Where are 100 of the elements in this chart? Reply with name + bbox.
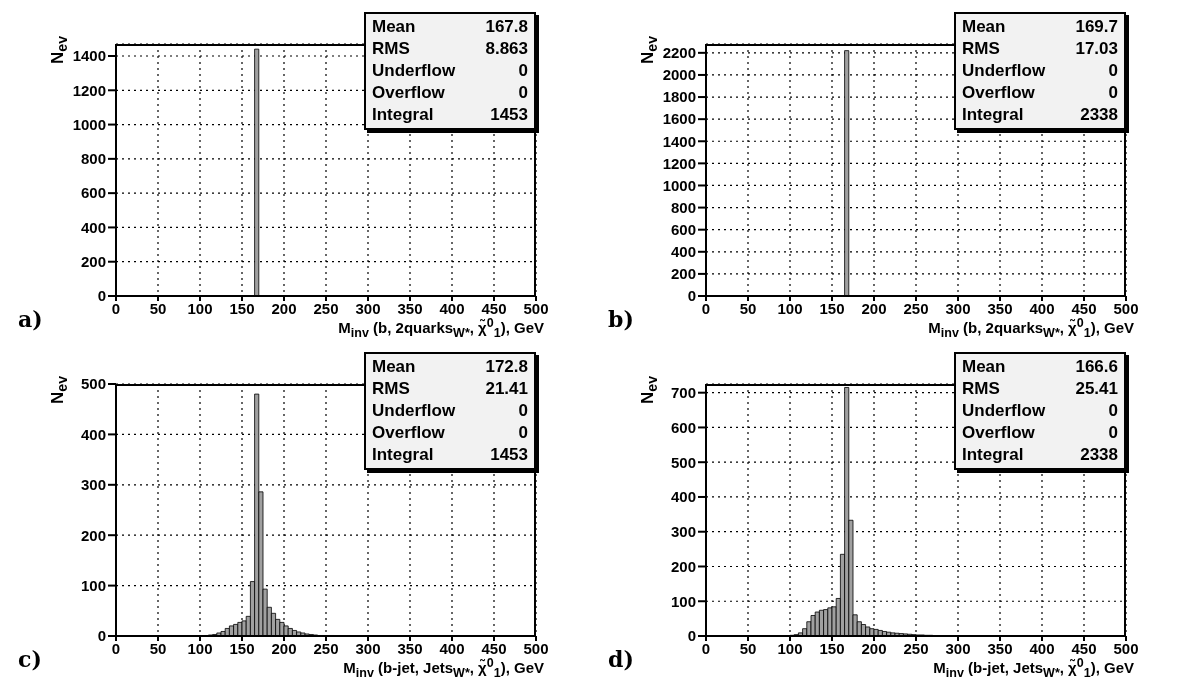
x-tick-label: 100: [777, 639, 803, 657]
x-tick-label: 400: [439, 639, 465, 657]
y-tick-label: 1000: [662, 176, 696, 194]
x-tick-label: 50: [149, 299, 167, 317]
x-tick-label: 0: [701, 639, 711, 657]
y-tick-label: 600: [670, 418, 696, 436]
x-tick-label: 450: [481, 639, 507, 657]
text: Overflow 0: [372, 83, 528, 102]
y-tick-label: 800: [80, 150, 106, 168]
text: a): [18, 306, 43, 332]
x-tick-label: 500: [1113, 299, 1139, 317]
text: Overflow 0: [962, 423, 1118, 442]
y-tick-label: 1800: [662, 88, 696, 106]
text: Integral 2338: [962, 445, 1118, 464]
x-tick-label: 300: [355, 639, 381, 657]
text: Mean 166.6: [962, 357, 1118, 376]
y-tick-label: 400: [80, 425, 106, 443]
y-tick-label: 800: [670, 198, 696, 216]
x-tick-label: 0: [111, 299, 121, 317]
x-tick-label: 250: [903, 299, 929, 317]
x-tick-label: 300: [945, 299, 971, 317]
x-tick-label: 200: [861, 299, 887, 317]
x-tick-label: 450: [1071, 639, 1097, 657]
x-axis-title: M$_{inv}$ (b, 2quarks$_{W*}$, χ̃$^{0}$$_{1}$), GeV: [338, 316, 544, 340]
y-tick-label: 200: [80, 253, 106, 271]
x-axis-title: M$_{inv}$ (b-jet, Jets$_{W*}$, χ̃$^{0}$$_{1}$), GeV: [933, 656, 1134, 680]
text: Integral 1453: [372, 445, 528, 464]
x-tick-label: 500: [523, 299, 549, 317]
x-tick-label: 300: [355, 299, 381, 317]
y-tick-label: 0: [97, 627, 106, 645]
text: RMS 21.41: [372, 379, 528, 398]
x-tick-label: 100: [777, 299, 803, 317]
text: Underflow 0: [962, 401, 1118, 420]
y-tick-label: 500: [670, 453, 696, 471]
y-tick-label: 1400: [662, 132, 696, 150]
y-tick-label: 0: [687, 627, 696, 645]
x-tick-label: 350: [397, 639, 423, 657]
y-tick-label: 200: [80, 526, 106, 544]
y-tick-label: 2200: [662, 44, 696, 62]
y-tick-label: 1000: [72, 115, 106, 133]
text: Underflow 0: [962, 61, 1118, 80]
x-axis-title: M$_{inv}$ (b, 2quarks$_{W*}$, χ̃$^{0}$$_{1}$), GeV: [928, 316, 1134, 340]
y-tick-label: 300: [670, 523, 696, 541]
y-tick-label: 1200: [662, 154, 696, 172]
text: RMS 17.03: [962, 39, 1118, 58]
x-tick-label: 350: [397, 299, 423, 317]
x-tick-label: 400: [439, 299, 465, 317]
y-tick-label: 0: [97, 287, 106, 305]
text: Mean 169.7: [962, 17, 1118, 36]
x-tick-label: 200: [271, 299, 297, 317]
y-tick-label: 100: [670, 592, 696, 610]
text: Integral 1453: [372, 105, 528, 124]
y-tick-label: 200: [670, 557, 696, 575]
x-tick-label: 200: [861, 639, 887, 657]
text: Mean 167.8: [372, 17, 528, 36]
x-tick-label: 150: [229, 299, 255, 317]
x-tick-label: 0: [111, 639, 121, 657]
x-tick-label: 450: [481, 299, 507, 317]
y-tick-label: 400: [670, 243, 696, 261]
text: Overflow 0: [372, 423, 528, 442]
x-tick-label: 250: [903, 639, 929, 657]
y-tick-label: 0: [687, 287, 696, 305]
y-tick-label: 100: [80, 576, 106, 594]
text: Mean 172.8: [372, 357, 528, 376]
y-tick-label: 200: [670, 265, 696, 283]
x-tick-label: 200: [271, 639, 297, 657]
text: RMS 25.41: [962, 379, 1118, 398]
x-tick-label: 100: [187, 299, 213, 317]
text: b): [608, 306, 634, 332]
y-tick-label: 600: [670, 221, 696, 239]
x-tick-label: 300: [945, 639, 971, 657]
x-tick-label: 250: [313, 299, 339, 317]
y-tick-label: 700: [670, 384, 696, 402]
x-tick-label: 50: [739, 639, 757, 657]
x-tick-label: 450: [1071, 299, 1097, 317]
text: c): [18, 646, 42, 672]
text: Underflow 0: [372, 401, 528, 420]
x-tick-label: 150: [229, 639, 255, 657]
text: RMS 8.863: [372, 39, 528, 58]
text: d): [608, 646, 634, 672]
x-tick-label: 150: [819, 639, 845, 657]
x-tick-label: 400: [1029, 299, 1055, 317]
text: Integral 2338: [962, 105, 1118, 124]
text: Overflow 0: [962, 83, 1118, 102]
y-tick-label: 300: [80, 476, 106, 494]
text: Underflow 0: [372, 61, 528, 80]
x-tick-label: 0: [701, 299, 711, 317]
x-tick-label: 150: [819, 299, 845, 317]
y-tick-label: 1400: [72, 47, 106, 65]
x-tick-label: 100: [187, 639, 213, 657]
y-tick-label: 2000: [662, 66, 696, 84]
y-tick-label: 600: [80, 184, 106, 202]
x-tick-label: 500: [1113, 639, 1139, 657]
x-tick-label: 350: [987, 639, 1013, 657]
y-tick-label: 400: [670, 488, 696, 506]
x-tick-label: 350: [987, 299, 1013, 317]
x-tick-label: 500: [523, 639, 549, 657]
y-tick-label: 400: [80, 218, 106, 236]
x-tick-label: 50: [149, 639, 167, 657]
y-tick-label: 500: [80, 375, 106, 393]
